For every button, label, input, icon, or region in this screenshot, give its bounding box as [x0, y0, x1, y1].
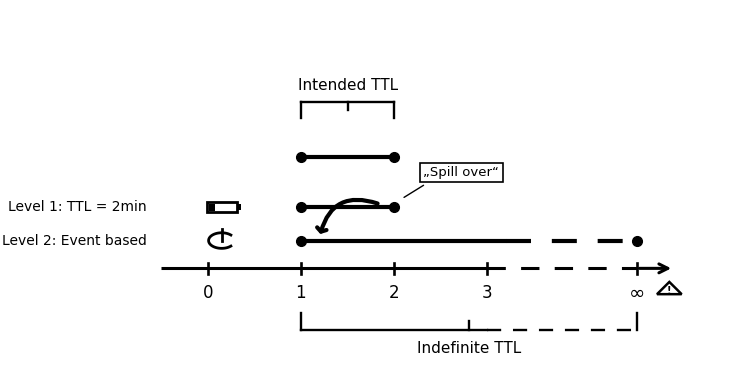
Text: !: !: [667, 286, 671, 296]
Text: 1: 1: [296, 284, 306, 302]
Text: Level 1: TTL = 2min: Level 1: TTL = 2min: [8, 200, 147, 214]
Bar: [236, 204, 242, 210]
Bar: [207, 202, 236, 212]
Text: 2: 2: [389, 284, 400, 302]
Text: 3: 3: [482, 284, 493, 302]
Text: Level 2: Event based: Level 2: Event based: [2, 234, 147, 248]
Text: Indefinite TTL: Indefinite TTL: [417, 341, 521, 356]
Bar: [209, 203, 214, 211]
Text: 0: 0: [202, 284, 213, 302]
Text: „Spill over“: „Spill over“: [424, 166, 500, 179]
Text: ∞: ∞: [628, 284, 645, 303]
Text: Intended TTL: Intended TTL: [298, 78, 398, 93]
